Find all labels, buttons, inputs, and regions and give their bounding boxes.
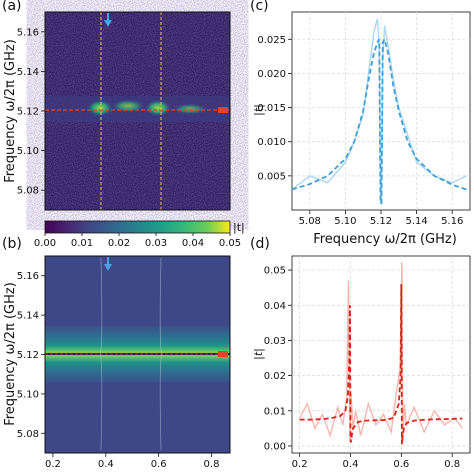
ytick-label: 5.12 (17, 107, 39, 118)
ytick-label: 5.14 (17, 67, 39, 78)
ytick-label: 0.05 (264, 266, 286, 277)
ytick-label: 5.08 (17, 186, 39, 197)
panel-b-heatmap: 5.08 5.10 5.12 5.14 5.16 0.2 0.4 0.6 0.8 (b) Fr… (2, 236, 231, 470)
series-3-measured (298, 262, 463, 443)
xtick-label: 0.4 (343, 459, 359, 470)
ylabel-a: Frequency ω/2π (GHz) (3, 39, 18, 183)
xtick-label: 5.16 (441, 216, 463, 227)
series-2-fit (291, 36, 467, 205)
colorbar-label: |t| (233, 221, 245, 234)
xlabel-c: Frequency ω/2π (GHz) (313, 232, 457, 247)
panel-label-a: (a) (2, 0, 22, 14)
ytick-label: 0.01 (264, 406, 286, 417)
xtick-label: 5.10 (334, 216, 356, 227)
ytick-label: 5.10 (17, 146, 39, 157)
heatmap-b-trace-1 (99, 257, 103, 451)
xtick-label: 0.2 (45, 459, 61, 470)
ytick-label: 5.12 (17, 350, 39, 361)
heatmap-a-glow-4 (172, 103, 208, 115)
ytick-label: 0.005 (257, 171, 286, 182)
heatmap-a-glow-2 (110, 99, 146, 113)
resonance-marker-a (218, 107, 228, 113)
panel-d-line-chart: 0.00 0.01 0.02 0.03 0.04 0.05 0.2 0.4 0.6 0.8 (d… (250, 236, 471, 470)
plot-d-yticks: 0.00 0.01 0.02 0.03 0.04 0.05 (264, 266, 292, 452)
xtick-label: 0.4 (98, 459, 114, 470)
xtick-label: 5.12 (370, 216, 392, 227)
ytick-label: 5.14 (17, 311, 39, 322)
colorbar-tick-label: 0.02 (108, 238, 130, 249)
colorbar: 0.00 0.01 0.02 0.03 0.04 0.05 |t| (34, 220, 245, 249)
ylabel-d: |t| (252, 348, 265, 360)
heatmap-b-yticks: 5.08 5.10 5.12 5.14 5.16 (17, 271, 45, 440)
ylabel-c: |t| (252, 104, 265, 116)
ytick-label: 0.025 (257, 35, 286, 46)
xtick-label: 0.6 (393, 459, 409, 470)
colorbar-tick-label: 0.04 (182, 238, 204, 249)
colorbar-gradient (44, 220, 231, 234)
heatmap-b-xticks: 0.2 0.4 0.6 0.8 (45, 453, 219, 470)
xtick-label: 5.14 (405, 216, 427, 227)
plot-d-xticks: 0.2 0.4 0.6 0.8 (292, 453, 460, 470)
panel-label-c: (c) (250, 0, 269, 14)
xtick-label: 0.6 (151, 459, 167, 470)
xtick-label: 0.8 (204, 459, 220, 470)
ytick-label: 0.015 (257, 103, 286, 114)
plot-c-xticks: 5.08 5.10 5.12 5.14 5.16 (299, 210, 463, 227)
ytick-label: 0.00 (264, 441, 286, 452)
ytick-label: 0.02 (264, 371, 286, 382)
resonance-marker-b (218, 351, 228, 357)
plot-c-series (291, 18, 467, 205)
panel-a-heatmap: 5.08 5.10 5.12 5.14 5.16 (a) Frequency ω/2π … (2, 0, 231, 211)
heatmap-b-trace-2 (159, 257, 163, 451)
ytick-label: 5.16 (17, 27, 39, 38)
heatmap-a-glow-3 (144, 99, 172, 117)
colorbar-tick-label: 0.00 (34, 238, 56, 249)
arrow-b-icon (104, 257, 112, 271)
ytick-label: 5.08 (17, 429, 39, 440)
panel-label-b: (b) (2, 236, 22, 252)
ytick-label: 0.010 (257, 137, 286, 148)
ytick-label: 0.03 (264, 336, 286, 347)
colorbar-ticks: 0.00 0.01 0.02 0.03 0.04 0.05 (34, 233, 241, 249)
heatmap-a-yticks: 5.08 5.10 5.12 5.14 5.16 (17, 27, 45, 197)
colorbar-tick-label: 0.03 (145, 238, 167, 249)
panel-label-d: (d) (250, 236, 270, 252)
series-3-fit (299, 284, 463, 445)
ylabel-b: Frequency ω/2π (GHz) (3, 282, 18, 426)
ytick-label: 5.16 (17, 271, 39, 282)
colorbar-tick-label: 0.05 (219, 238, 241, 249)
heatmap-a-glow-1 (86, 99, 114, 117)
xtick-label: 0.2 (292, 459, 308, 470)
plot-c-yticks: 0.005 0.010 0.015 0.020 0.025 (257, 35, 292, 182)
xtick-label: 0.8 (444, 459, 460, 470)
ytick-label: 0.020 (257, 69, 286, 80)
colorbar-tick-label: 0.01 (71, 238, 93, 249)
arrow-a-icon (104, 13, 112, 27)
ytick-label: 0.04 (264, 301, 286, 312)
ytick-label: 5.10 (17, 389, 39, 400)
xtick-label: 5.08 (299, 216, 321, 227)
plot-d-series (298, 262, 463, 445)
